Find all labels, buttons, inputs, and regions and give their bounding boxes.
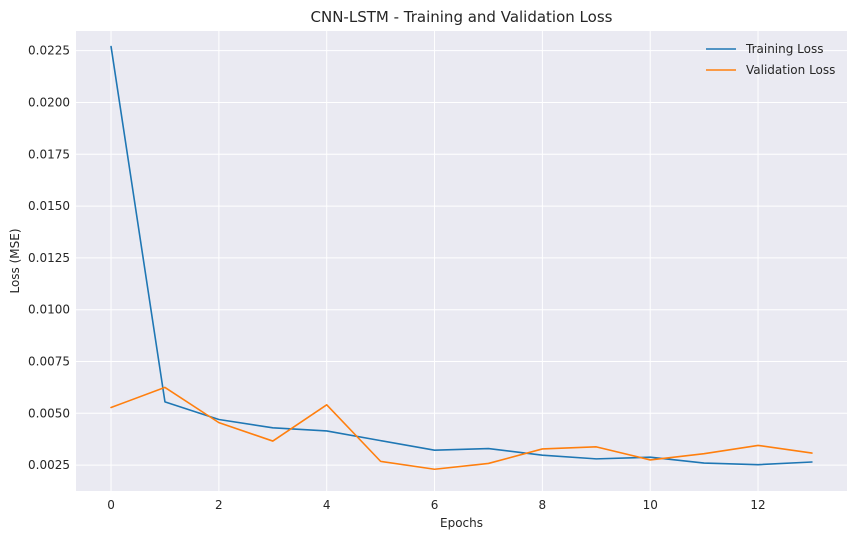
- plot-area: [76, 31, 847, 491]
- series-line-validation-loss: [110, 386, 813, 471]
- x-tick-label: 2: [215, 498, 223, 512]
- x-tick-label: 8: [539, 498, 547, 512]
- y-tick-label: 0.0150: [28, 199, 70, 213]
- y-tick-label: 0.0125: [28, 251, 70, 265]
- y-tick-label: 0.0075: [28, 354, 70, 368]
- y-axis-label: Loss (MSE): [8, 228, 22, 293]
- x-tick-label: 12: [750, 498, 765, 512]
- series-line-training-loss: [110, 45, 813, 466]
- y-tick-label: 0.0175: [28, 147, 70, 161]
- legend-label: Validation Loss: [746, 63, 835, 77]
- y-tick-label: 0.0050: [28, 406, 70, 420]
- grid: [76, 31, 847, 491]
- x-tick-label: 10: [643, 498, 658, 512]
- series-lines: [110, 45, 813, 471]
- x-tick-label: 4: [323, 498, 331, 512]
- x-tick-label: 6: [431, 498, 439, 512]
- y-axis-ticks: 0.0025 0.0050 0.0075 0.0100 0.0125 0.0150 0.01…: [28, 44, 70, 472]
- x-tick-label: 0: [107, 498, 115, 512]
- legend-label: Training Loss: [745, 42, 823, 56]
- y-tick-label: 0.0100: [28, 303, 70, 317]
- chart-title: CNN-LSTM - Training and Validation Loss: [311, 8, 613, 26]
- y-tick-label: 0.0200: [28, 95, 70, 109]
- legend: Training Loss Validation Loss: [706, 42, 835, 77]
- x-axis-label: Epochs: [440, 516, 483, 530]
- y-tick-label: 0.0225: [28, 44, 70, 58]
- y-tick-label: 0.0025: [28, 458, 70, 472]
- x-axis-ticks: 0 2 4 6 8 10 12: [107, 498, 765, 512]
